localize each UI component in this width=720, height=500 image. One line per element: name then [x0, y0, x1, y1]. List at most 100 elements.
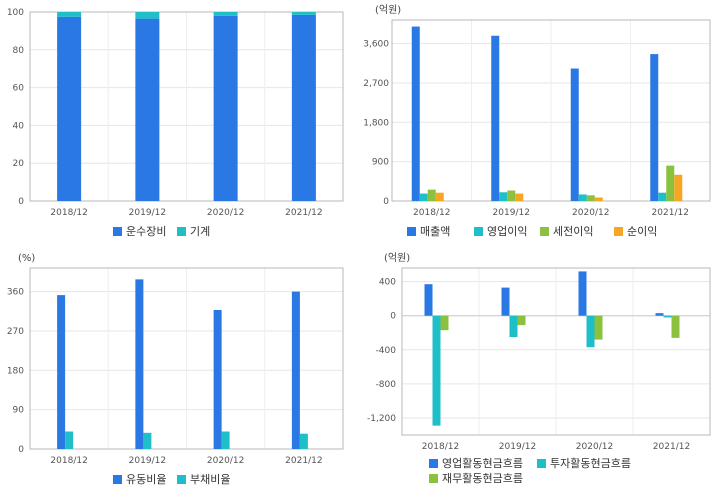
legend-label: 투자활동현금흐름 [550, 456, 631, 470]
bar-영업활동현금흐름-2020/12 [578, 271, 587, 316]
bar-유동비율-2019/12 [135, 279, 144, 449]
y-tick-label: 100 [7, 8, 24, 18]
legend: 운수장비 기계 [113, 225, 210, 238]
x-tick-label: 2018/12 [50, 456, 87, 466]
bar-투자활동현금흐름-2020/12 [586, 315, 595, 348]
y-tick-label: 60 [13, 84, 25, 94]
legend-swatch [537, 459, 546, 468]
unit-label: (억원) [375, 4, 401, 16]
legend-swatch [614, 227, 623, 236]
bar-순이익-2019/12 [515, 193, 524, 201]
unit-label: (%) [18, 253, 35, 264]
bar-매출액-2020/12 [570, 68, 579, 201]
legend-swatch [113, 475, 122, 484]
legend-label: 부채비율 [190, 473, 230, 486]
y-tick-label: -1,200 [367, 414, 396, 424]
bar-영업이익-2020/12 [578, 194, 587, 201]
legend: 유동비율 부채비율 [113, 473, 230, 486]
bar-부채비율-2021/12 [299, 433, 308, 449]
bar-기계-2018/12 [57, 12, 82, 17]
legend-label: 영업이익 [487, 225, 527, 238]
legend-label: 운수장비 [126, 225, 166, 238]
legend-label: 세전이익 [553, 225, 593, 238]
bar-운수장비-2019/12 [135, 18, 160, 201]
bar-순이익-2021/12 [674, 174, 683, 201]
legend-swatch [177, 227, 186, 236]
x-tick-label: 2020/12 [572, 208, 609, 218]
bar-영업활동현금흐름-2021/12 [655, 313, 664, 316]
bar-부채비율-2019/12 [143, 432, 152, 449]
legend-swatch [177, 475, 186, 484]
chart-income: (억원) 0 900 1,800 2,700 3,600 2018/12 2019/12 202… [363, 4, 711, 238]
y-tick-label: 360 [7, 288, 24, 298]
x-tick-label: 2018/12 [413, 208, 450, 218]
legend-label: 재무활동현금흐름 [442, 471, 523, 485]
legend-swatch [407, 227, 416, 236]
bar-영업이익-2021/12 [658, 192, 667, 201]
plot-frame [401, 267, 711, 436]
plot-frame [29, 11, 344, 202]
bar-순이익-2018/12 [435, 192, 444, 201]
x-tick-label: 2021/12 [652, 208, 689, 218]
y-tick-label: 20 [13, 159, 25, 169]
y-tick-label: 0 [383, 197, 389, 207]
bar-세전이익-2020/12 [586, 195, 595, 201]
bar-부채비율-2020/12 [221, 431, 230, 449]
y-tick-label: 2,700 [363, 79, 389, 89]
legend-label: 기계 [190, 225, 210, 238]
x-tick-label: 2021/12 [285, 208, 322, 218]
bar-투자활동현금흐름-2021/12 [663, 315, 672, 318]
y-tick-label: -800 [376, 380, 397, 390]
bar-운수장비-2020/12 [213, 15, 238, 202]
y-tick-label: 90 [13, 406, 25, 416]
x-tick-label: 2021/12 [653, 442, 690, 452]
y-tick-label: 1,800 [363, 118, 389, 128]
bar-순이익-2020/12 [594, 197, 603, 201]
legend: 매출액 영업이익 세전이익 순이익 [407, 225, 657, 238]
bar-유동비율-2021/12 [291, 291, 300, 449]
y-tick-label: 0 [18, 445, 24, 455]
bar-유동비율-2018/12 [57, 295, 66, 449]
legend-label: 유동비율 [126, 473, 166, 486]
x-tick-label: 2020/12 [576, 442, 613, 452]
legend-swatch [540, 227, 549, 236]
bar-세전이익-2019/12 [507, 190, 516, 201]
bar-영업이익-2019/12 [499, 192, 508, 201]
y-tick-label: 40 [13, 121, 25, 131]
bar-운수장비-2021/12 [291, 14, 316, 201]
x-tick-label: 2018/12 [50, 208, 87, 218]
x-tick-label: 2019/12 [493, 208, 530, 218]
legend-swatch [429, 474, 438, 483]
y-tick-label: 0 [390, 312, 396, 322]
y-tick-label: 80 [13, 46, 25, 56]
bar-재무활동현금흐름-2020/12 [594, 315, 603, 340]
unit-label: (억원) [384, 252, 410, 264]
bar-기계-2020/12 [213, 12, 238, 16]
x-tick-label: 2019/12 [129, 208, 166, 218]
bar-영업이익-2018/12 [419, 193, 428, 201]
x-tick-label: 2020/12 [207, 456, 244, 466]
bar-유동비율-2020/12 [213, 309, 222, 449]
bar-투자활동현금흐름-2019/12 [509, 315, 518, 338]
plot-frame [391, 19, 711, 202]
bar-매출액-2018/12 [411, 26, 420, 202]
legend-swatch [429, 459, 438, 468]
chart-ratios: (%) 0 90 180 270 360 2018/12 2019/12 2020/12 2021… [7, 253, 344, 486]
y-tick-label: 180 [7, 366, 24, 376]
bar-매출액-2019/12 [491, 35, 500, 201]
bar-영업활동현금흐름-2018/12 [424, 284, 433, 316]
chart-cashflow: (억원) -1,200 -800 -400 0 400 2018/12 2019/12 2020… [367, 252, 711, 485]
y-tick-label: 3,600 [363, 40, 389, 50]
x-tick-label: 2021/12 [285, 456, 322, 466]
chart-composition: 0 20 40 60 80 100 2018/12 2019/12 2020/12 2021/12… [7, 8, 344, 238]
bar-세전이익-2018/12 [427, 189, 436, 201]
bar-영업활동현금흐름-2019/12 [501, 287, 510, 316]
x-tick-label: 2020/12 [207, 208, 244, 218]
y-tick-label: 270 [7, 327, 24, 337]
y-tick-label: -400 [376, 346, 397, 356]
bar-재무활동현금흐름-2019/12 [517, 315, 526, 326]
bar-재무활동현금흐름-2018/12 [440, 315, 449, 331]
bar-재무활동현금흐름-2021/12 [671, 315, 680, 338]
